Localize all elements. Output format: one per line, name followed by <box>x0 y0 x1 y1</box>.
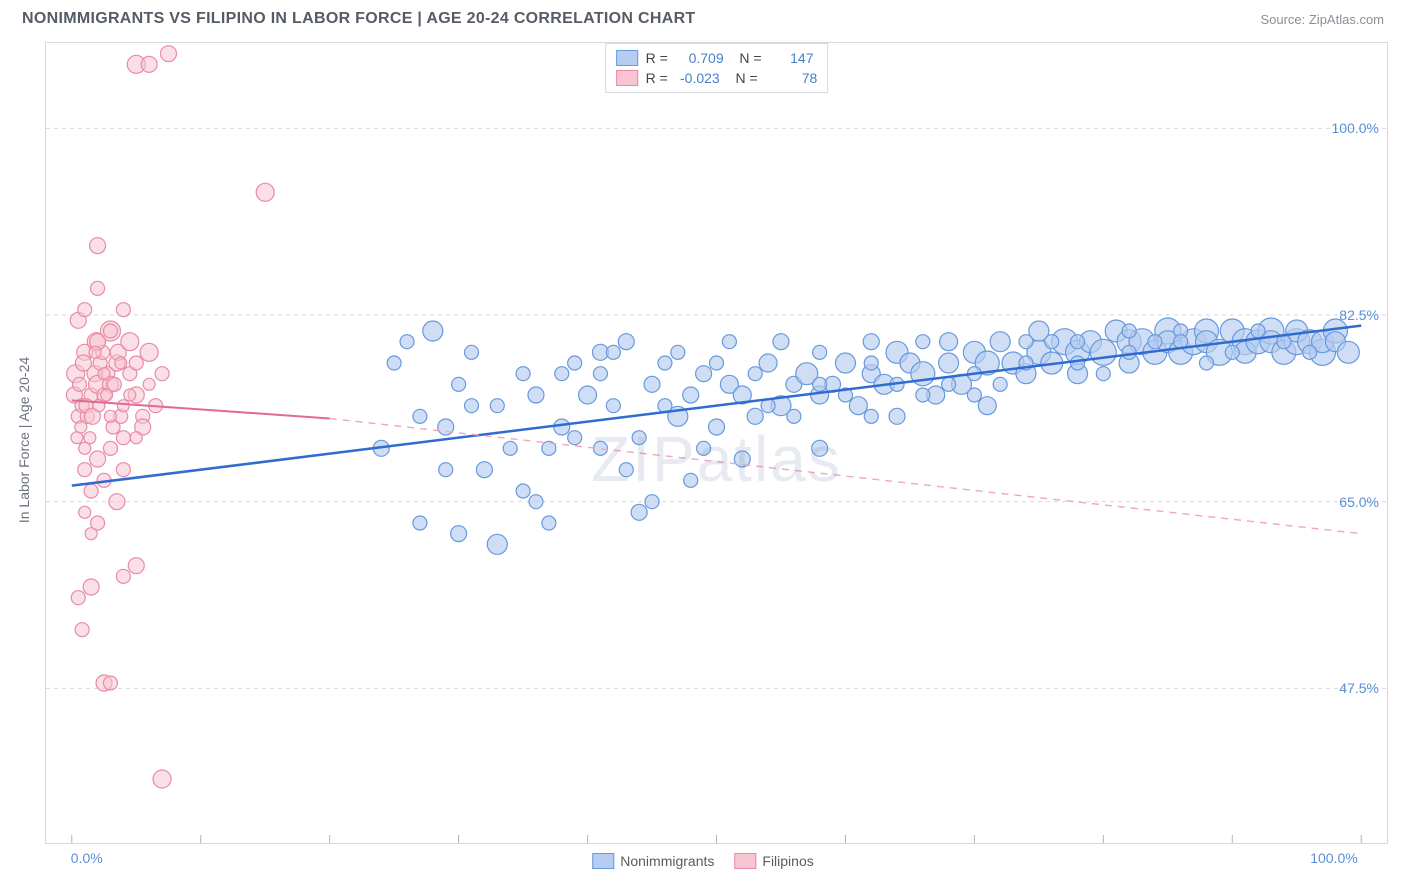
chart-frame: ZIPatlas R = 0.709 N = 147 R = -0.023 N … <box>45 42 1388 844</box>
swatch-nonimmigrants <box>616 50 638 66</box>
y-axis-label: 100.0% <box>1332 120 1379 136</box>
y-axis-title: In Labor Force | Age 20-24 <box>16 357 32 523</box>
legend-bottom: Nonimmigrants Filipinos <box>592 848 814 874</box>
stat-r-2: -0.023 <box>672 70 720 86</box>
stat-n-label-2: N = 78 <box>728 70 818 86</box>
y-axis-label: 47.5% <box>1339 680 1379 696</box>
source-label: Source: ZipAtlas.com <box>1260 12 1384 27</box>
stat-n-2: 78 <box>769 70 817 86</box>
legend-stats-row-2: R = -0.023 N = 78 <box>616 68 818 88</box>
legend-stats-box: R = 0.709 N = 147 R = -0.023 N = 78 <box>605 43 829 93</box>
stat-r-label-1: R = 0.709 <box>646 50 724 66</box>
legend-label: Filipinos <box>762 853 813 869</box>
plot-area: ZIPatlas R = 0.709 N = 147 R = -0.023 N … <box>46 43 1387 843</box>
y-axis-label: 65.0% <box>1339 494 1379 510</box>
scatter-svg <box>46 43 1387 843</box>
stat-n-1: 147 <box>765 50 813 66</box>
swatch-filipinos <box>616 70 638 86</box>
stat-r-1: 0.709 <box>676 50 724 66</box>
y-axis-label: 82.5% <box>1339 307 1379 323</box>
legend-item: Nonimmigrants <box>592 853 714 869</box>
x-axis-label: 0.0% <box>71 850 103 866</box>
legend-swatch <box>592 853 614 869</box>
stat-n-label-1: N = 147 <box>732 50 814 66</box>
legend-label: Nonimmigrants <box>620 853 714 869</box>
legend-stats-row-1: R = 0.709 N = 147 <box>616 48 818 68</box>
stat-r-label-2: R = -0.023 <box>646 70 720 86</box>
legend-item: Filipinos <box>734 853 813 869</box>
chart-title: NONIMMIGRANTS VS FILIPINO IN LABOR FORCE… <box>22 10 696 28</box>
x-axis-label: 100.0% <box>1310 850 1357 866</box>
legend-swatch <box>734 853 756 869</box>
